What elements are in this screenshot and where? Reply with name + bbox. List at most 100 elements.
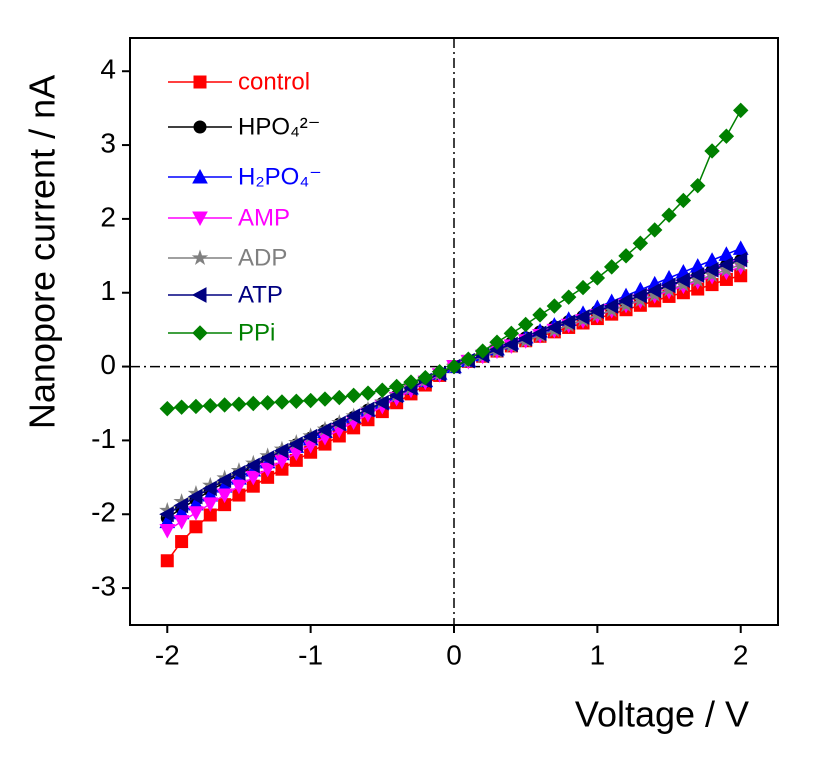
marker [231, 479, 247, 495]
legend-label: HPO₄²⁻ [238, 113, 320, 140]
marker [690, 177, 706, 194]
marker [191, 249, 209, 265]
marker [647, 222, 663, 238]
marker [661, 207, 677, 223]
marker [374, 394, 389, 411]
marker [517, 316, 534, 333]
marker [231, 396, 247, 412]
marker [193, 75, 207, 89]
marker [589, 270, 606, 286]
marker [431, 364, 448, 380]
y-tick-label: 4 [100, 54, 116, 85]
y-tick-label: -3 [91, 570, 116, 601]
marker [175, 535, 189, 549]
marker [732, 240, 749, 255]
marker [560, 289, 577, 305]
marker [403, 374, 419, 390]
marker [259, 450, 275, 466]
marker [603, 298, 619, 314]
y-tick-label: 3 [100, 127, 116, 158]
marker [193, 120, 207, 134]
marker [259, 462, 276, 478]
marker [159, 523, 176, 539]
marker [589, 303, 604, 320]
x-tick-label: -1 [298, 639, 323, 670]
marker [216, 472, 232, 489]
marker [316, 422, 332, 438]
marker [274, 394, 290, 410]
marker [503, 336, 518, 353]
marker [202, 480, 217, 497]
marker [191, 287, 207, 303]
marker [546, 319, 561, 336]
marker [159, 400, 175, 417]
marker [660, 277, 676, 294]
marker [245, 470, 262, 486]
marker [546, 298, 563, 314]
x-tick-label: 2 [733, 639, 749, 670]
marker [417, 369, 434, 386]
marker [288, 393, 305, 409]
marker [733, 102, 749, 119]
y-tick-label: -1 [91, 423, 116, 454]
marker [345, 387, 362, 404]
y-tick-label: -2 [91, 497, 116, 528]
marker [489, 334, 505, 350]
marker [503, 325, 520, 342]
marker [732, 251, 748, 268]
marker [173, 515, 190, 530]
marker [245, 395, 261, 412]
marker [192, 168, 208, 184]
marker [317, 391, 333, 407]
marker [632, 235, 649, 251]
marker [188, 398, 204, 415]
marker [618, 248, 634, 264]
marker [273, 442, 289, 459]
marker [160, 554, 174, 568]
marker [575, 279, 591, 296]
marker [331, 389, 348, 406]
legend-label: ADP [238, 244, 287, 271]
y-tick-label: 0 [100, 349, 116, 380]
marker [703, 262, 719, 278]
marker [202, 497, 219, 512]
legend-label: H₂PO₄⁻ [238, 163, 322, 190]
marker [632, 287, 647, 304]
marker [603, 259, 620, 275]
marker [173, 399, 190, 415]
marker [675, 192, 692, 209]
marker [704, 143, 720, 159]
marker [230, 465, 246, 481]
marker [187, 488, 203, 505]
marker [517, 330, 533, 347]
marker [388, 378, 405, 395]
marker [689, 267, 705, 283]
marker [359, 401, 375, 418]
marker [675, 272, 690, 289]
marker [718, 128, 735, 144]
marker [617, 293, 633, 309]
marker [532, 307, 548, 323]
marker [216, 488, 233, 504]
x-axis-title: Voltage / V [575, 694, 749, 735]
y-tick-label: 2 [100, 201, 116, 232]
marker [302, 428, 318, 445]
marker [374, 382, 391, 398]
legend-label: PPi [238, 319, 275, 346]
marker [360, 385, 376, 401]
marker [259, 395, 276, 411]
marker [189, 520, 203, 534]
marker [245, 457, 260, 474]
marker [331, 415, 346, 432]
marker [574, 309, 590, 325]
marker [288, 436, 303, 452]
marker [646, 282, 662, 299]
legend-label: ATP [238, 281, 283, 308]
y-tick-label: 1 [100, 275, 116, 306]
marker [202, 397, 218, 414]
marker [460, 351, 477, 367]
marker [718, 246, 735, 261]
marker [192, 325, 208, 341]
marker [302, 392, 319, 409]
